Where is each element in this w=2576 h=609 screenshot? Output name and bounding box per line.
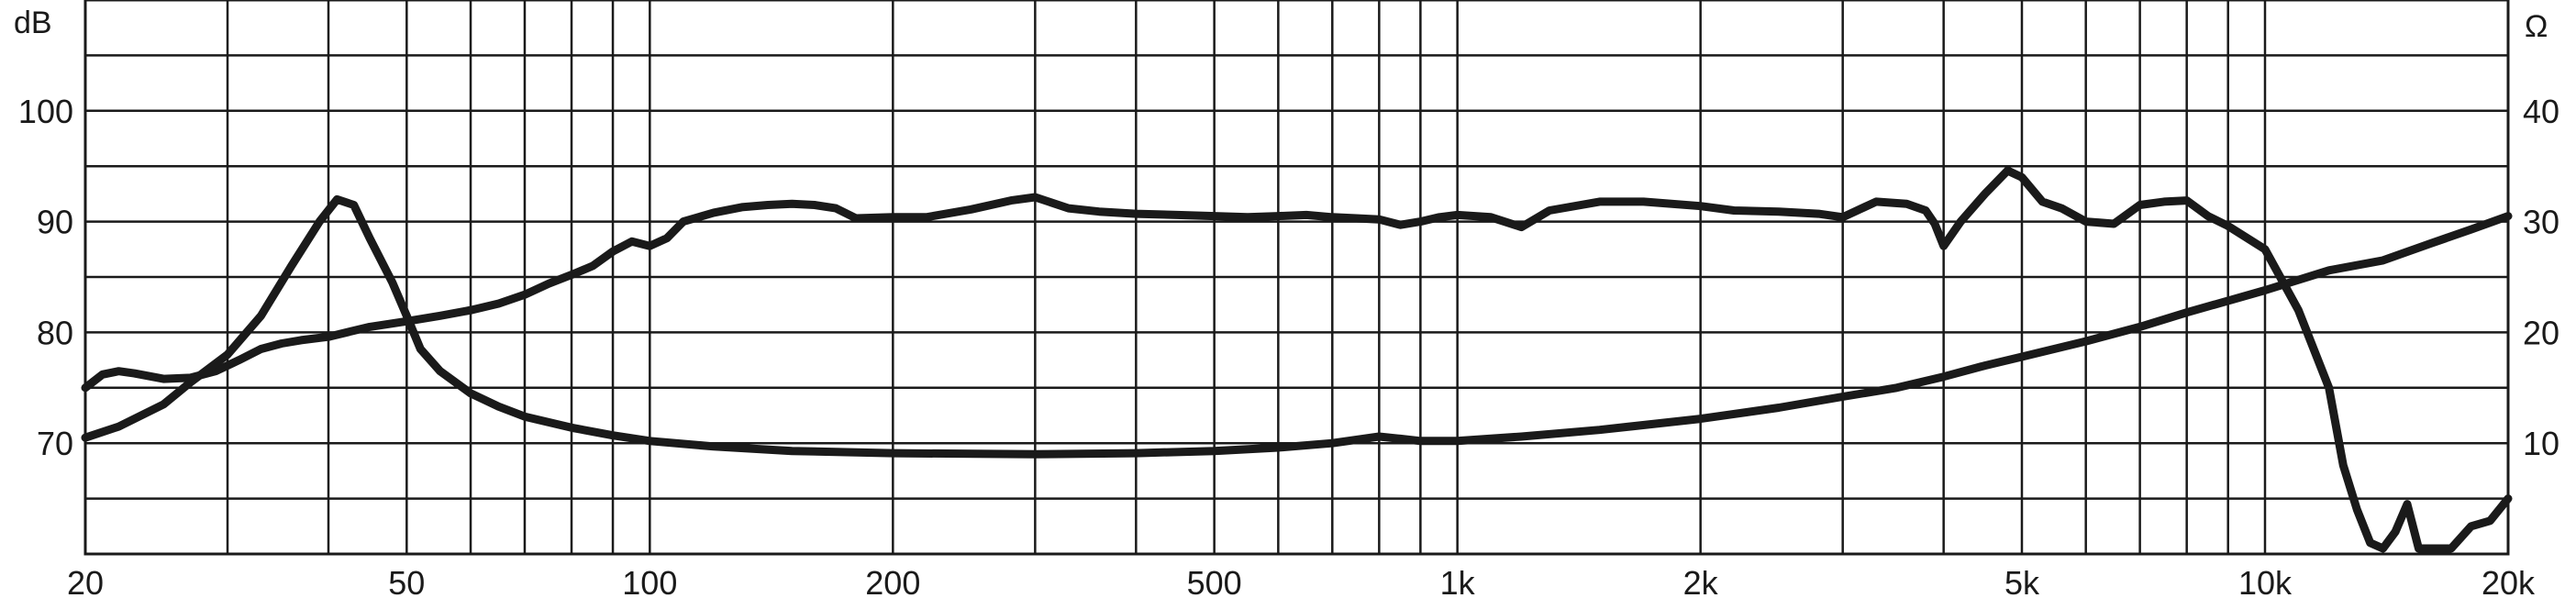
x-tick-label: 500 [1187, 564, 1242, 602]
series-layer [81, 166, 2513, 553]
left-y-tick-label: 80 [37, 314, 73, 351]
grid [85, 0, 2508, 554]
left-y-tick-label: 100 [18, 93, 73, 130]
left-y-tick-label: 70 [37, 425, 73, 462]
right-axis-unit: Ω [2525, 9, 2548, 44]
impedance-curve [81, 194, 2513, 459]
x-tick-label: 100 [622, 564, 677, 602]
spl-response-curve [81, 166, 2513, 553]
tick-labels: dB Ω 20 50 100 200 500 1k 2k 5k 10k 20k 70 80 90 100 1… [14, 6, 2559, 602]
left-y-tick-label: 90 [37, 204, 73, 241]
right-y-tick-label: 40 [2523, 93, 2559, 130]
left-axis-unit: dB [14, 6, 52, 40]
x-tick-label: 10k [2238, 564, 2293, 602]
x-tick-label: 20 [67, 564, 104, 602]
x-tick-label: 20k [2482, 564, 2536, 602]
right-y-tick-label: 20 [2523, 314, 2559, 351]
x-tick-label: 50 [388, 564, 425, 602]
right-y-tick-label: 30 [2523, 204, 2559, 241]
x-tick-label: 2k [1683, 564, 1719, 602]
right-y-tick-label: 10 [2523, 425, 2559, 462]
x-tick-label: 1k [1440, 564, 1476, 602]
x-tick-label: 5k [2004, 564, 2040, 602]
x-tick-label: 200 [865, 564, 920, 602]
plot-frame [83, 0, 2510, 556]
